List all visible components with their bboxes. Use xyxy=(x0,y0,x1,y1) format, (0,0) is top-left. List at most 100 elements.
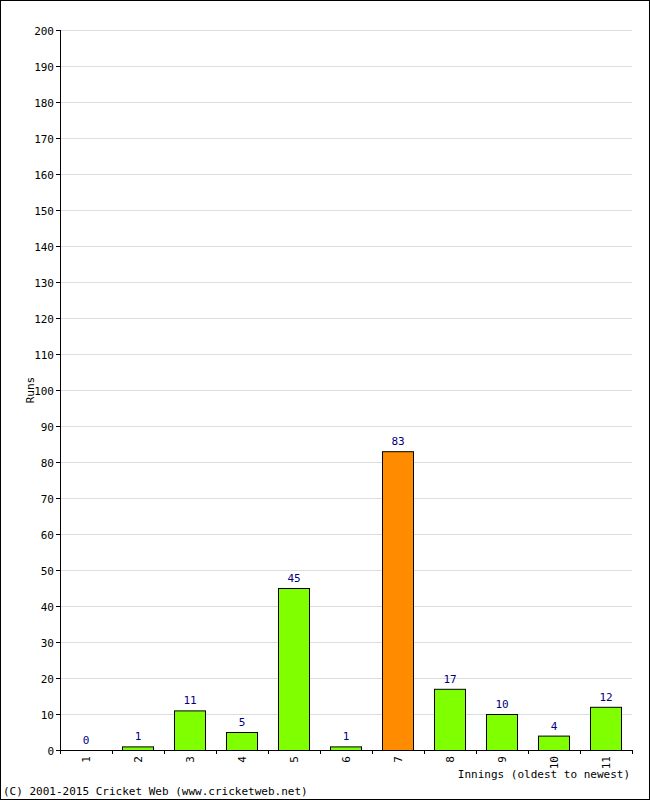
grid-line xyxy=(60,102,632,103)
data-label: 17 xyxy=(443,673,456,686)
y-tick xyxy=(56,642,60,643)
bar xyxy=(435,689,466,750)
data-label: 1 xyxy=(343,730,350,743)
x-tick-label: 5 xyxy=(288,756,301,763)
grid-line xyxy=(60,462,632,463)
y-tick-label: 60 xyxy=(41,529,54,542)
y-tick xyxy=(56,462,60,463)
y-tick-label: 160 xyxy=(34,169,54,182)
y-tick xyxy=(56,30,60,31)
bar xyxy=(227,733,258,751)
y-tick-label: 150 xyxy=(34,205,54,218)
y-tick xyxy=(56,498,60,499)
data-label: 12 xyxy=(599,691,612,704)
bar xyxy=(591,707,622,750)
chart-svg: 0102030405060708090100110120130140150160… xyxy=(0,0,650,800)
bar xyxy=(331,747,362,750)
grid-line xyxy=(60,282,632,283)
y-tick-label: 20 xyxy=(41,673,54,686)
x-tick-label: 8 xyxy=(444,756,457,763)
y-tick xyxy=(56,138,60,139)
y-axis-label: Runs xyxy=(24,377,37,404)
data-label: 1 xyxy=(135,730,142,743)
grid-line xyxy=(60,678,632,679)
data-label: 45 xyxy=(287,572,300,585)
grid-line xyxy=(60,606,632,607)
x-tick-label: 7 xyxy=(392,756,405,763)
y-tick-label: 80 xyxy=(41,457,54,470)
y-tick xyxy=(56,210,60,211)
x-tick-label: 9 xyxy=(496,756,509,763)
bars xyxy=(123,452,622,750)
grid-line xyxy=(60,390,632,391)
x-tick-label: 6 xyxy=(340,756,353,763)
x-tick xyxy=(268,750,269,754)
data-label: 11 xyxy=(183,694,196,707)
x-tick xyxy=(424,750,425,754)
x-tick xyxy=(112,750,113,754)
y-tick xyxy=(56,354,60,355)
border xyxy=(1,1,650,800)
y-tick-label: 70 xyxy=(41,493,54,506)
y-tick-label: 0 xyxy=(47,745,54,758)
y-tick xyxy=(56,570,60,571)
grid-line xyxy=(60,498,632,499)
y-tick-label: 130 xyxy=(34,277,54,290)
grid-line xyxy=(60,750,632,751)
y-tick-label: 50 xyxy=(41,565,54,578)
x-tick xyxy=(528,750,529,754)
chart-container: 0102030405060708090100110120130140150160… xyxy=(0,0,650,800)
data-label: 10 xyxy=(495,698,508,711)
data-label: 5 xyxy=(239,716,246,729)
y-tick xyxy=(56,606,60,607)
y-axis xyxy=(60,30,61,750)
x-tick xyxy=(320,750,321,754)
grid-line xyxy=(60,714,632,715)
y-tick xyxy=(56,678,60,679)
y-tick xyxy=(56,102,60,103)
y-tick xyxy=(56,66,60,67)
grid-line xyxy=(60,534,632,535)
grid-line xyxy=(60,426,632,427)
y-tick-label: 200 xyxy=(34,25,54,38)
x-tick xyxy=(632,750,633,754)
grid-line xyxy=(60,246,632,247)
bar xyxy=(487,715,518,751)
grid-line xyxy=(60,210,632,211)
y-tick-label: 180 xyxy=(34,97,54,110)
grid-line xyxy=(60,66,632,67)
grid-line xyxy=(60,138,632,139)
x-tick xyxy=(60,750,61,754)
bar xyxy=(279,589,310,751)
y-tick xyxy=(56,534,60,535)
y-tick-label: 10 xyxy=(41,709,54,722)
x-tick-label: 4 xyxy=(236,756,249,763)
y-tick-label: 30 xyxy=(41,637,54,650)
y-tick-label: 90 xyxy=(41,421,54,434)
y-tick-label: 110 xyxy=(34,349,54,362)
x-tick xyxy=(476,750,477,754)
bar xyxy=(539,736,570,750)
data-label: 4 xyxy=(551,720,558,733)
y-tick xyxy=(56,426,60,427)
grid-line xyxy=(60,642,632,643)
x-axis xyxy=(60,750,632,751)
y-tick xyxy=(56,750,60,751)
x-axis-label: Innings (oldest to newest) xyxy=(458,768,630,781)
data-label: 0 xyxy=(83,734,90,747)
x-tick-label: 2 xyxy=(132,756,145,763)
y-tick-label: 100 xyxy=(34,385,54,398)
x-tick xyxy=(580,750,581,754)
grid-line xyxy=(60,570,632,571)
x-tick-label: 3 xyxy=(184,756,197,763)
y-tick xyxy=(56,246,60,247)
grid-line xyxy=(60,318,632,319)
y-tick xyxy=(56,174,60,175)
y-tick-label: 40 xyxy=(41,601,54,614)
y-tick xyxy=(56,714,60,715)
x-tick-label: 1 xyxy=(80,756,93,763)
bar xyxy=(383,452,414,750)
y-tick-label: 140 xyxy=(34,241,54,254)
y-tick xyxy=(56,318,60,319)
data-label: 83 xyxy=(391,435,404,448)
